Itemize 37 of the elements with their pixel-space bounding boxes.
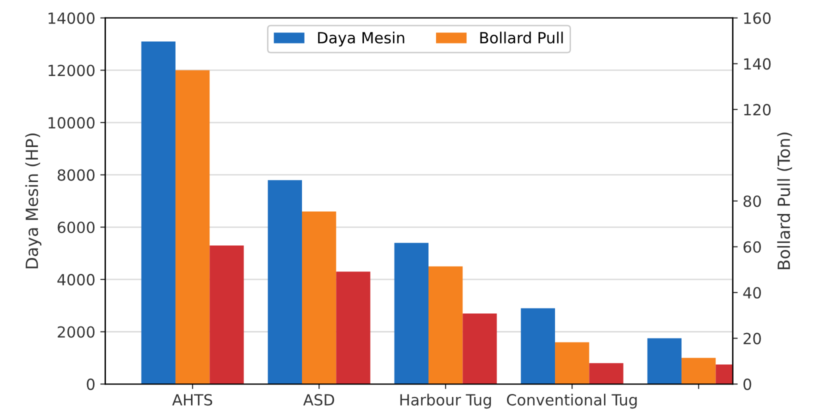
y-tick-label: 6000 <box>58 222 95 234</box>
y-tick-label: 14000 <box>48 12 95 24</box>
bar <box>336 272 370 384</box>
legend-label: Daya Mesin <box>318 32 404 46</box>
bar <box>175 70 210 384</box>
x-tick-label: AHTS <box>172 394 212 406</box>
bar <box>589 363 624 384</box>
bar <box>428 266 463 384</box>
y-tick-label: 0 <box>86 378 95 390</box>
bar <box>268 180 302 384</box>
y-tick-label: 12000 <box>48 64 95 76</box>
x-tick-label: Harbour Tug <box>400 394 491 409</box>
y-tick-label: 10000 <box>48 117 95 129</box>
bar <box>302 211 336 384</box>
x-tick-label: Conventional Tug <box>506 394 637 409</box>
y2-tick-label: 40 <box>743 286 761 299</box>
y2-tick-label: 160 <box>744 12 771 24</box>
y2-tick-label: 120 <box>744 104 771 116</box>
bar <box>394 242 429 384</box>
bar <box>462 313 497 384</box>
bar <box>141 41 176 384</box>
y2-tick-label: 20 <box>744 332 761 344</box>
bar <box>555 342 590 384</box>
y-tick-label: 4000 <box>57 274 95 286</box>
y2-tick-label: 140 <box>744 58 771 70</box>
bar <box>647 338 682 384</box>
y2-tick-label: 60 <box>744 241 761 253</box>
y2-axis-title: Bollard Pull (Ton) <box>777 132 792 270</box>
y2-tick-label: 80 <box>744 195 761 208</box>
y2-tick-label: 0 <box>744 378 752 390</box>
legend-label: Bollard Pull <box>480 32 563 44</box>
bar <box>210 245 244 384</box>
y-tick-label: 8000 <box>58 169 95 181</box>
x-tick-label: ASD <box>303 394 334 406</box>
y-tick-label: 2000 <box>58 326 95 338</box>
bar <box>520 308 556 384</box>
y-axis-title: Daya Mesin (HP) <box>25 134 42 268</box>
